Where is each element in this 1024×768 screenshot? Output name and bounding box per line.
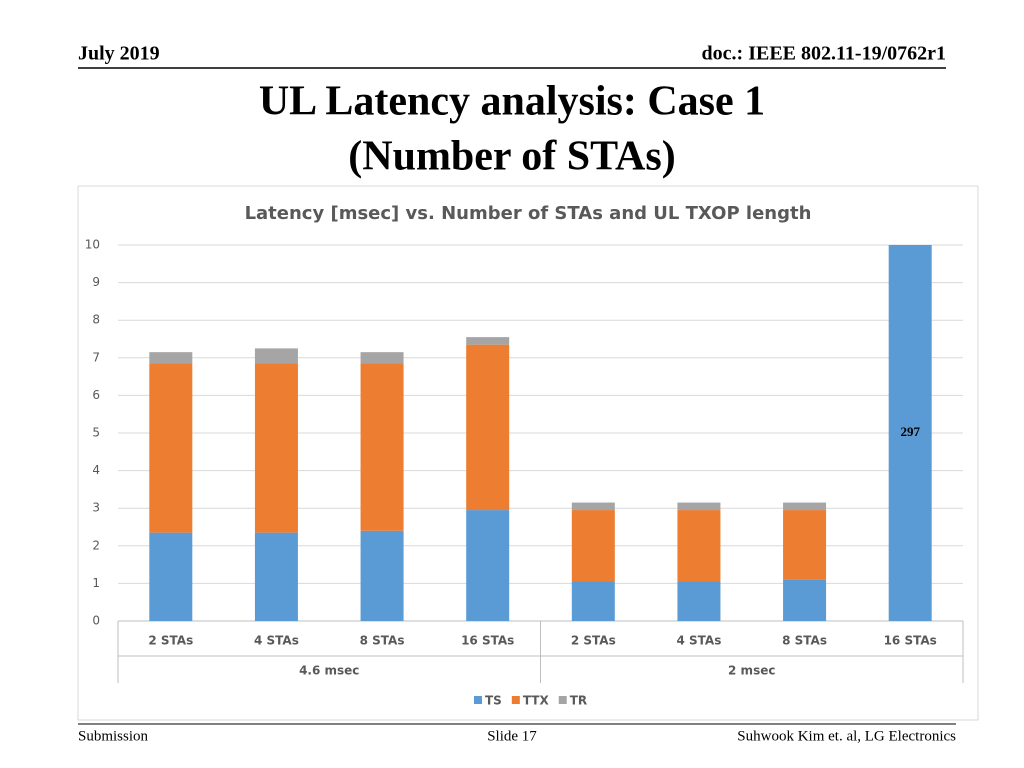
chart-frame xyxy=(77,185,979,721)
y-tick-label: 0 xyxy=(92,614,100,628)
bar-segment xyxy=(571,581,615,621)
legend-label: TS xyxy=(485,694,502,708)
legend-swatch xyxy=(511,696,520,704)
bar-segment xyxy=(466,337,510,345)
x-tick-label: 16 STAs xyxy=(884,634,937,648)
bar-segment xyxy=(571,502,615,511)
y-tick-label: 8 xyxy=(92,313,100,327)
bar-segment xyxy=(360,352,404,364)
x-tick-label: 8 STAs xyxy=(782,634,827,648)
group-label: 2 msec xyxy=(728,664,775,678)
bar-segment xyxy=(254,363,298,533)
y-tick-label: 2 xyxy=(92,538,100,552)
bar-segment xyxy=(466,344,510,511)
x-tick-label: 2 STAs xyxy=(148,634,193,648)
x-tick-label: 8 STAs xyxy=(360,634,405,648)
bar-segment xyxy=(254,348,298,364)
bar-segment xyxy=(783,510,827,580)
legend-label: TR xyxy=(570,694,587,708)
legend-swatch xyxy=(558,696,567,704)
legend-swatch xyxy=(474,696,482,704)
footer-right: Suhwook Kim et. al, LG Electronics xyxy=(737,728,956,744)
footer-left: Submission xyxy=(78,728,149,744)
bar-segment xyxy=(360,363,404,531)
y-tick-label: 5 xyxy=(92,426,100,440)
x-tick-label: 4 STAs xyxy=(677,634,722,648)
x-tick-label: 4 STAs xyxy=(254,634,299,648)
slide-title: (Number of STAs) xyxy=(348,134,675,180)
y-tick-label: 7 xyxy=(92,350,100,364)
chart: Latency [msec] vs. Number of STAs and UL… xyxy=(85,203,964,708)
bar-segment xyxy=(783,502,827,511)
bar-segment xyxy=(677,502,721,511)
y-tick-label: 4 xyxy=(92,463,100,477)
legend-label: TTX xyxy=(523,694,550,708)
bar-segment xyxy=(783,579,827,621)
bar-segment xyxy=(571,510,615,582)
x-tick-label: 16 STAs xyxy=(461,634,514,648)
bar-segment xyxy=(149,352,193,364)
data-label: 297 xyxy=(900,424,920,439)
y-tick-label: 3 xyxy=(92,501,100,515)
bar-segment xyxy=(677,581,721,621)
y-tick-label: 10 xyxy=(85,238,100,252)
group-label: 4.6 msec xyxy=(299,664,359,678)
bar-segment xyxy=(149,532,193,621)
y-tick-label: 1 xyxy=(92,576,100,590)
y-tick-label: 9 xyxy=(92,275,100,289)
slide-title: UL Latency analysis: Case 1 xyxy=(259,79,765,125)
bar-segment xyxy=(360,530,404,621)
chart-title: Latency [msec] vs. Number of STAs and UL… xyxy=(245,203,812,224)
bar-segment xyxy=(254,532,298,621)
header-date: July 2019 xyxy=(78,43,160,65)
header-doc: doc.: IEEE 802.11-19/0762r1 xyxy=(702,43,946,65)
bar-segment xyxy=(888,245,932,621)
bar-segment xyxy=(466,510,510,621)
bar-segment xyxy=(677,510,721,582)
y-tick-label: 6 xyxy=(92,388,100,402)
footer-center: Slide 17 xyxy=(487,728,537,744)
x-tick-label: 2 STAs xyxy=(571,634,616,648)
bar-segment xyxy=(149,363,193,533)
